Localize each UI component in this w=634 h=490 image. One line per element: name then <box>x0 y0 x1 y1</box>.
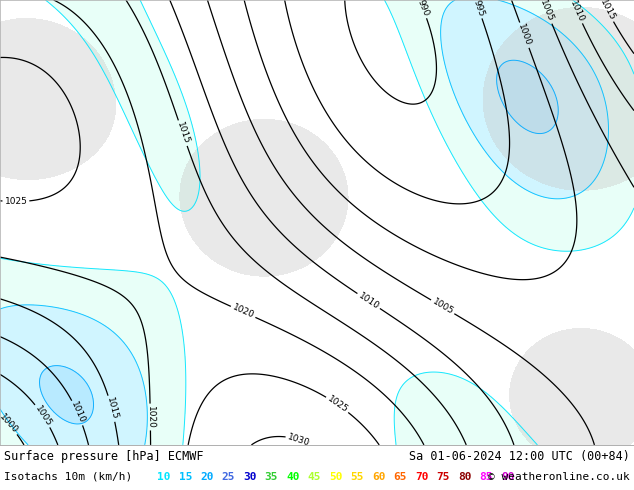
Text: 1005: 1005 <box>430 297 455 317</box>
Text: 1005: 1005 <box>538 0 555 24</box>
Text: 1010: 1010 <box>568 0 586 24</box>
Text: 75: 75 <box>436 472 450 482</box>
Text: 1015: 1015 <box>175 121 191 146</box>
Text: 35: 35 <box>264 472 278 482</box>
Text: 1010: 1010 <box>356 291 380 311</box>
Text: 1030: 1030 <box>287 432 311 448</box>
Text: 1000: 1000 <box>516 23 533 48</box>
Text: 15: 15 <box>179 472 192 482</box>
Text: 90: 90 <box>501 472 515 482</box>
Text: 80: 80 <box>458 472 472 482</box>
Text: 40: 40 <box>286 472 299 482</box>
Text: 1000: 1000 <box>0 413 20 436</box>
Text: 30: 30 <box>243 472 257 482</box>
Text: 990: 990 <box>415 0 430 18</box>
Text: 1010: 1010 <box>69 400 86 425</box>
Text: 70: 70 <box>415 472 429 482</box>
Text: 60: 60 <box>372 472 385 482</box>
Text: 995: 995 <box>471 0 486 18</box>
Text: Sa 01-06-2024 12:00 UTC (00+84): Sa 01-06-2024 12:00 UTC (00+84) <box>409 450 630 464</box>
Text: 85: 85 <box>479 472 493 482</box>
Text: Surface pressure [hPa] ECMWF: Surface pressure [hPa] ECMWF <box>4 450 204 464</box>
Text: 1020: 1020 <box>146 406 155 429</box>
Text: 1015: 1015 <box>105 396 119 421</box>
Text: 50: 50 <box>329 472 342 482</box>
Text: 1025: 1025 <box>4 197 27 206</box>
Text: 65: 65 <box>394 472 407 482</box>
Text: 1020: 1020 <box>231 303 256 320</box>
Text: Isotachs 10m (km/h): Isotachs 10m (km/h) <box>4 472 133 482</box>
Text: 10: 10 <box>157 472 171 482</box>
Text: 1015: 1015 <box>598 0 616 22</box>
Text: 55: 55 <box>351 472 364 482</box>
Text: © weatheronline.co.uk: © weatheronline.co.uk <box>488 472 630 482</box>
Text: 1005: 1005 <box>33 404 53 428</box>
Text: 1025: 1025 <box>325 394 349 415</box>
Text: 45: 45 <box>307 472 321 482</box>
Text: 20: 20 <box>200 472 214 482</box>
Text: 25: 25 <box>221 472 235 482</box>
